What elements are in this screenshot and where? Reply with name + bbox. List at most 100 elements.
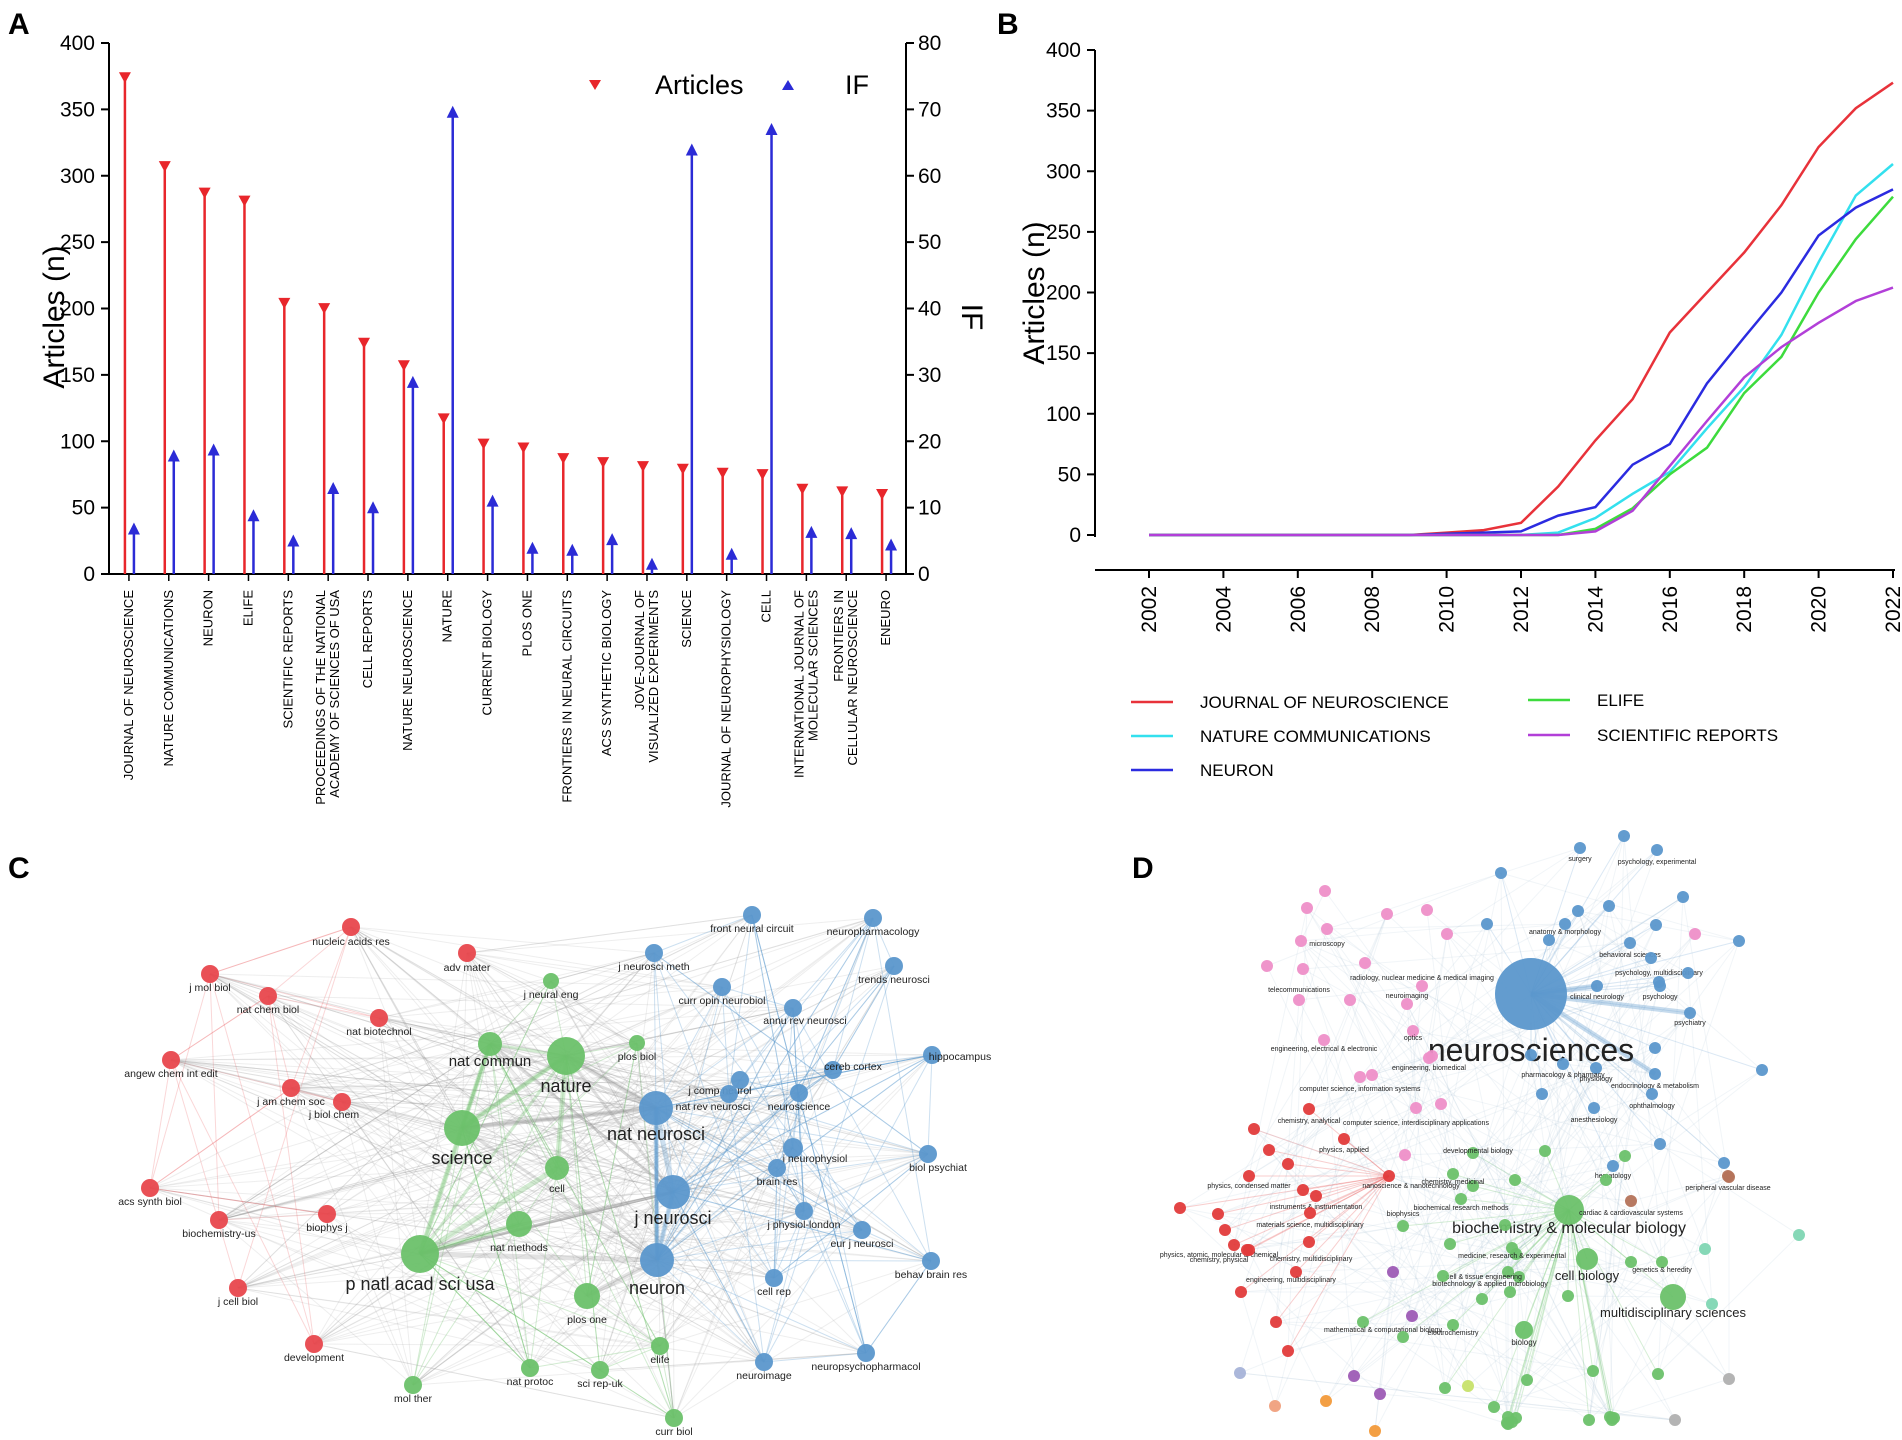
network-node	[1525, 1049, 1537, 1061]
network-edge	[550, 952, 655, 982]
if-marker	[845, 527, 858, 540]
network-node-label: eur j neurosci	[830, 1238, 893, 1250]
network-edge	[1428, 1057, 1454, 1175]
network-edge	[461, 1127, 805, 1212]
network-edge	[1266, 872, 1502, 967]
network-edge	[149, 1059, 172, 1189]
network-edge	[1217, 1039, 1325, 1215]
network-edge	[655, 1107, 863, 1231]
network-edge	[792, 1007, 932, 1262]
network-edge	[518, 1147, 794, 1225]
network-edge	[1302, 968, 1517, 1419]
panel-a-ytick-right-label: 0	[918, 563, 930, 586]
network-edge	[1568, 1209, 1674, 1298]
network-node	[1462, 1380, 1474, 1392]
network-edge	[489, 980, 552, 1045]
network-node-label: curr biol	[655, 1426, 692, 1438]
network-edge	[218, 1107, 657, 1221]
network-node-label: biochemistry & molecular biology	[1452, 1220, 1686, 1237]
category-line: CELL REPORTS	[360, 590, 375, 689]
network-edge	[1308, 1108, 1390, 1177]
network-edge	[1568, 1209, 1613, 1419]
network-edge	[861, 1229, 932, 1262]
network-node	[521, 1359, 539, 1377]
network-node-label: medicine, research & experimental	[1458, 1253, 1566, 1260]
network-node	[853, 1221, 871, 1239]
network-edge	[773, 1092, 800, 1279]
network-edge	[792, 1007, 805, 1212]
if-marker	[645, 557, 658, 570]
network-edge	[556, 1107, 657, 1169]
network-edge	[378, 1017, 765, 1363]
network-node-label: psychology, multidisciplinary	[1615, 970, 1703, 977]
articles-marker	[557, 453, 570, 465]
network-node	[1506, 1242, 1518, 1254]
network-edge	[378, 980, 552, 1019]
network-edge	[290, 1079, 741, 1089]
network-edge	[1507, 1179, 1516, 1273]
network-edge	[832, 917, 874, 1071]
network-edge	[518, 1223, 867, 1354]
network-node	[282, 1079, 300, 1097]
network-node	[1625, 1256, 1637, 1268]
network-edge	[1586, 1258, 1730, 1380]
network-edge	[1588, 1303, 1713, 1421]
panel-a-ytick-right-label: 50	[918, 231, 941, 254]
network-node	[318, 1205, 336, 1223]
category-line: JOVE-JOURNAL OF	[632, 590, 647, 710]
network-edge	[290, 1087, 421, 1255]
network-edge	[1325, 1173, 1454, 1402]
network-edge	[378, 1017, 658, 1261]
network-edge	[419, 1190, 674, 1256]
network-edge	[586, 1153, 929, 1297]
network-edge	[237, 1107, 657, 1289]
network-edge	[350, 926, 567, 1057]
network-node	[1447, 1168, 1459, 1180]
network-edge	[1530, 993, 1725, 1164]
network-edge	[586, 1042, 638, 1297]
network-edge	[466, 952, 741, 1081]
network-node	[1416, 980, 1428, 992]
network-edge	[170, 1059, 463, 1129]
legend-articles-label: Articles	[655, 70, 744, 100]
panel-a-ytick-left-label: 150	[60, 364, 95, 387]
network-node-label: elife	[650, 1354, 669, 1366]
panel-a-ytick-left-label: 250	[60, 231, 95, 254]
network-edge	[419, 1190, 674, 1256]
network-edge	[1253, 1128, 1511, 1293]
network-node-label: neuron	[629, 1278, 685, 1298]
panel-a-ytick-right-label: 40	[918, 298, 941, 321]
network-node	[201, 965, 219, 983]
network-edge	[209, 973, 463, 1129]
network-edge	[326, 1213, 531, 1369]
network-node-label: nature	[540, 1076, 591, 1096]
panel-b-xtick-label: 2002	[1138, 586, 1161, 633]
network-edge	[341, 1101, 929, 1155]
network-node-label: behavioral sciences	[1599, 952, 1661, 959]
network-edge	[341, 1101, 463, 1129]
network-edge	[1452, 1324, 1613, 1419]
network-node	[1421, 904, 1433, 916]
network-edge	[751, 914, 867, 1354]
network-edge	[653, 952, 674, 1193]
network-edge	[218, 1219, 661, 1347]
network-edge	[1406, 1003, 1417, 1109]
network-edge	[1523, 1150, 1546, 1331]
network-edge	[565, 1055, 794, 1149]
network-edge	[1308, 981, 1660, 1110]
network-edge	[1326, 847, 1581, 930]
network-edge	[1507, 1175, 1729, 1418]
network-node-label: neuroimage	[736, 1370, 792, 1382]
network-edge	[466, 952, 491, 1045]
network-edge	[1657, 1234, 1800, 1375]
network-edge	[350, 926, 657, 1109]
network-edge	[209, 973, 723, 988]
network-edge	[1287, 907, 1308, 1352]
articles-marker	[358, 337, 371, 349]
network-node	[1212, 1208, 1224, 1220]
network-node	[755, 1353, 773, 1371]
network-node-label: plos biol	[618, 1051, 657, 1063]
series-line	[1149, 163, 1894, 537]
network-edge	[466, 917, 874, 954]
network-edge	[1353, 1375, 1509, 1425]
